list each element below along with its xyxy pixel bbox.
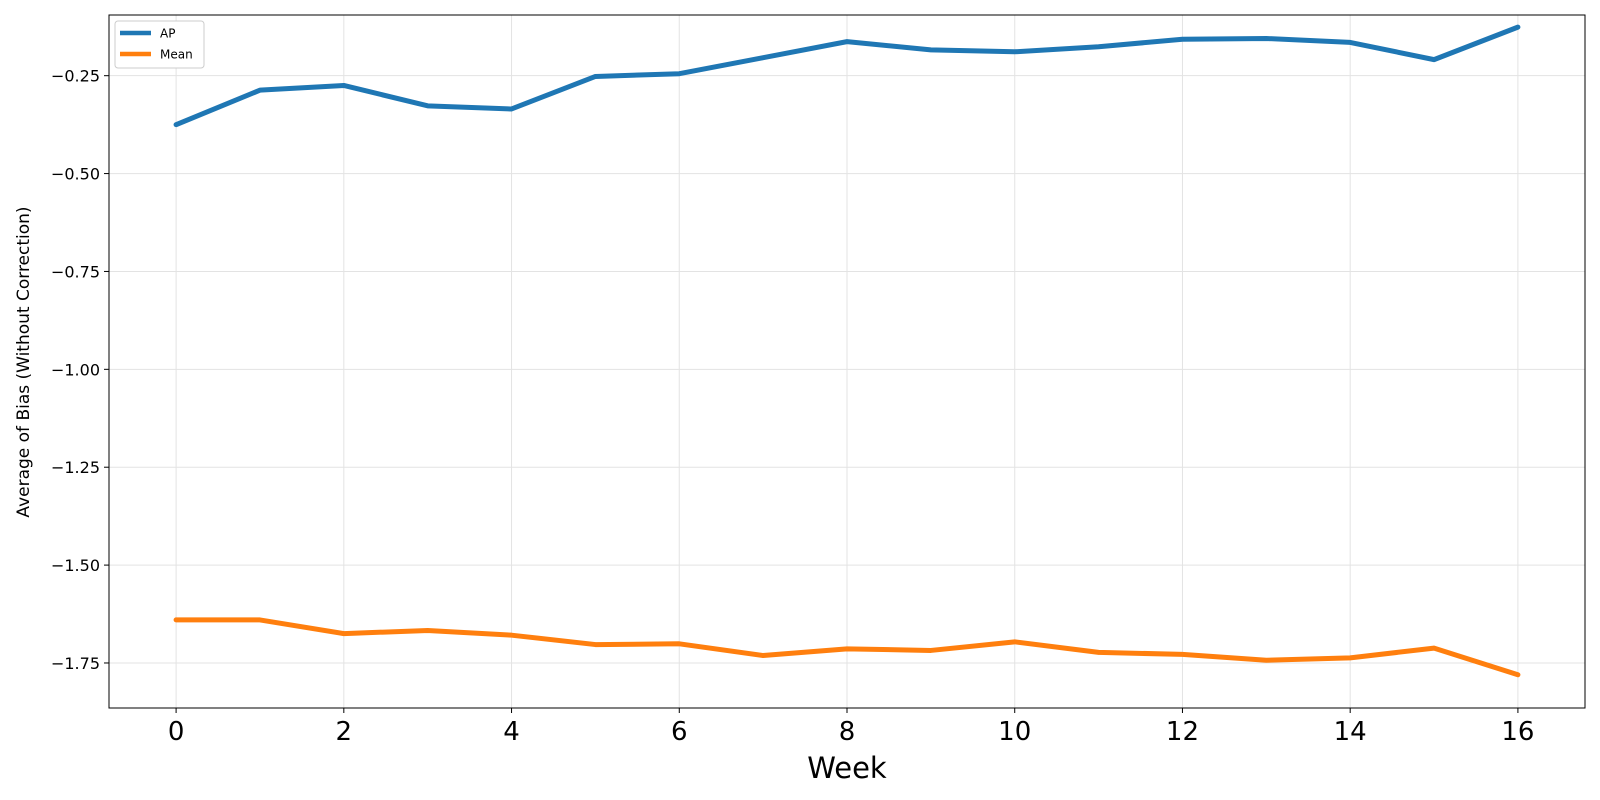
data-point-ap — [928, 47, 934, 53]
x-tick-label: 0 — [168, 717, 185, 747]
y-tick-label: −1.00 — [51, 360, 100, 379]
data-point-ap — [341, 83, 347, 88]
data-point-ap — [1264, 36, 1269, 41]
data-point-ap — [257, 87, 263, 93]
data-point-mean — [1431, 645, 1437, 651]
legend-label-ap: AP — [160, 27, 175, 41]
data-point-mean — [1180, 652, 1185, 657]
legend-label-mean: Mean — [160, 48, 193, 62]
x-tick-label: 12 — [1166, 717, 1199, 747]
y-tick-label: −0.50 — [51, 165, 100, 184]
data-point-mean — [677, 641, 682, 646]
data-point-ap — [173, 122, 179, 127]
data-point-mean — [1264, 658, 1269, 663]
data-point-ap — [1180, 37, 1185, 42]
data-point-mean — [844, 646, 850, 652]
data-point-mean — [173, 617, 179, 623]
data-point-mean — [509, 632, 514, 638]
x-axis-ticks: 0 2 4 6 8 10 12 14 16 — [168, 708, 1534, 747]
data-point-ap — [1347, 40, 1353, 45]
y-axis-title: Average of Bias (Without Correction) — [14, 206, 34, 517]
data-point-mean — [257, 617, 263, 623]
y-tick-label: −1.25 — [51, 458, 100, 477]
data-point-ap — [677, 71, 682, 76]
data-point-ap — [1096, 44, 1101, 49]
x-tick-label: 6 — [671, 717, 688, 747]
y-tick-label: −0.75 — [51, 262, 100, 281]
y-axis-ticks: −0.25 −0.50 −0.75 −1.00 −1.25 −1.50 −1.75 — [51, 67, 109, 673]
data-point-mean — [1515, 672, 1521, 677]
data-point-mean — [341, 631, 347, 636]
data-point-ap — [1515, 24, 1521, 30]
data-point-mean — [1347, 655, 1353, 661]
x-tick-label: 10 — [998, 717, 1031, 747]
data-point-ap — [760, 55, 766, 60]
y-tick-label: −1.75 — [51, 654, 100, 673]
x-tick-label: 4 — [503, 717, 520, 747]
data-point-mean — [425, 628, 430, 633]
data-point-ap — [593, 74, 598, 79]
x-axis-title: Week — [807, 751, 887, 785]
data-point-mean — [928, 648, 934, 653]
data-point-ap — [844, 39, 850, 44]
data-point-mean — [593, 642, 598, 647]
x-tick-label: 8 — [839, 717, 856, 747]
x-tick-label: 14 — [1334, 717, 1367, 747]
legend: AP Mean — [114, 20, 205, 69]
series-lines — [173, 24, 1521, 678]
y-tick-label: −1.50 — [51, 556, 100, 575]
data-point-ap — [425, 103, 430, 109]
x-tick-label: 2 — [336, 717, 353, 747]
data-point-ap — [1012, 49, 1017, 55]
data-point-mean — [1012, 639, 1017, 645]
y-tick-label: −0.25 — [51, 67, 100, 86]
data-point-mean — [760, 653, 766, 658]
x-tick-label: 16 — [1501, 717, 1534, 747]
data-point-ap — [509, 106, 514, 112]
data-point-ap — [1431, 57, 1437, 62]
grid-lines — [109, 15, 1585, 708]
data-point-mean — [1096, 650, 1101, 655]
